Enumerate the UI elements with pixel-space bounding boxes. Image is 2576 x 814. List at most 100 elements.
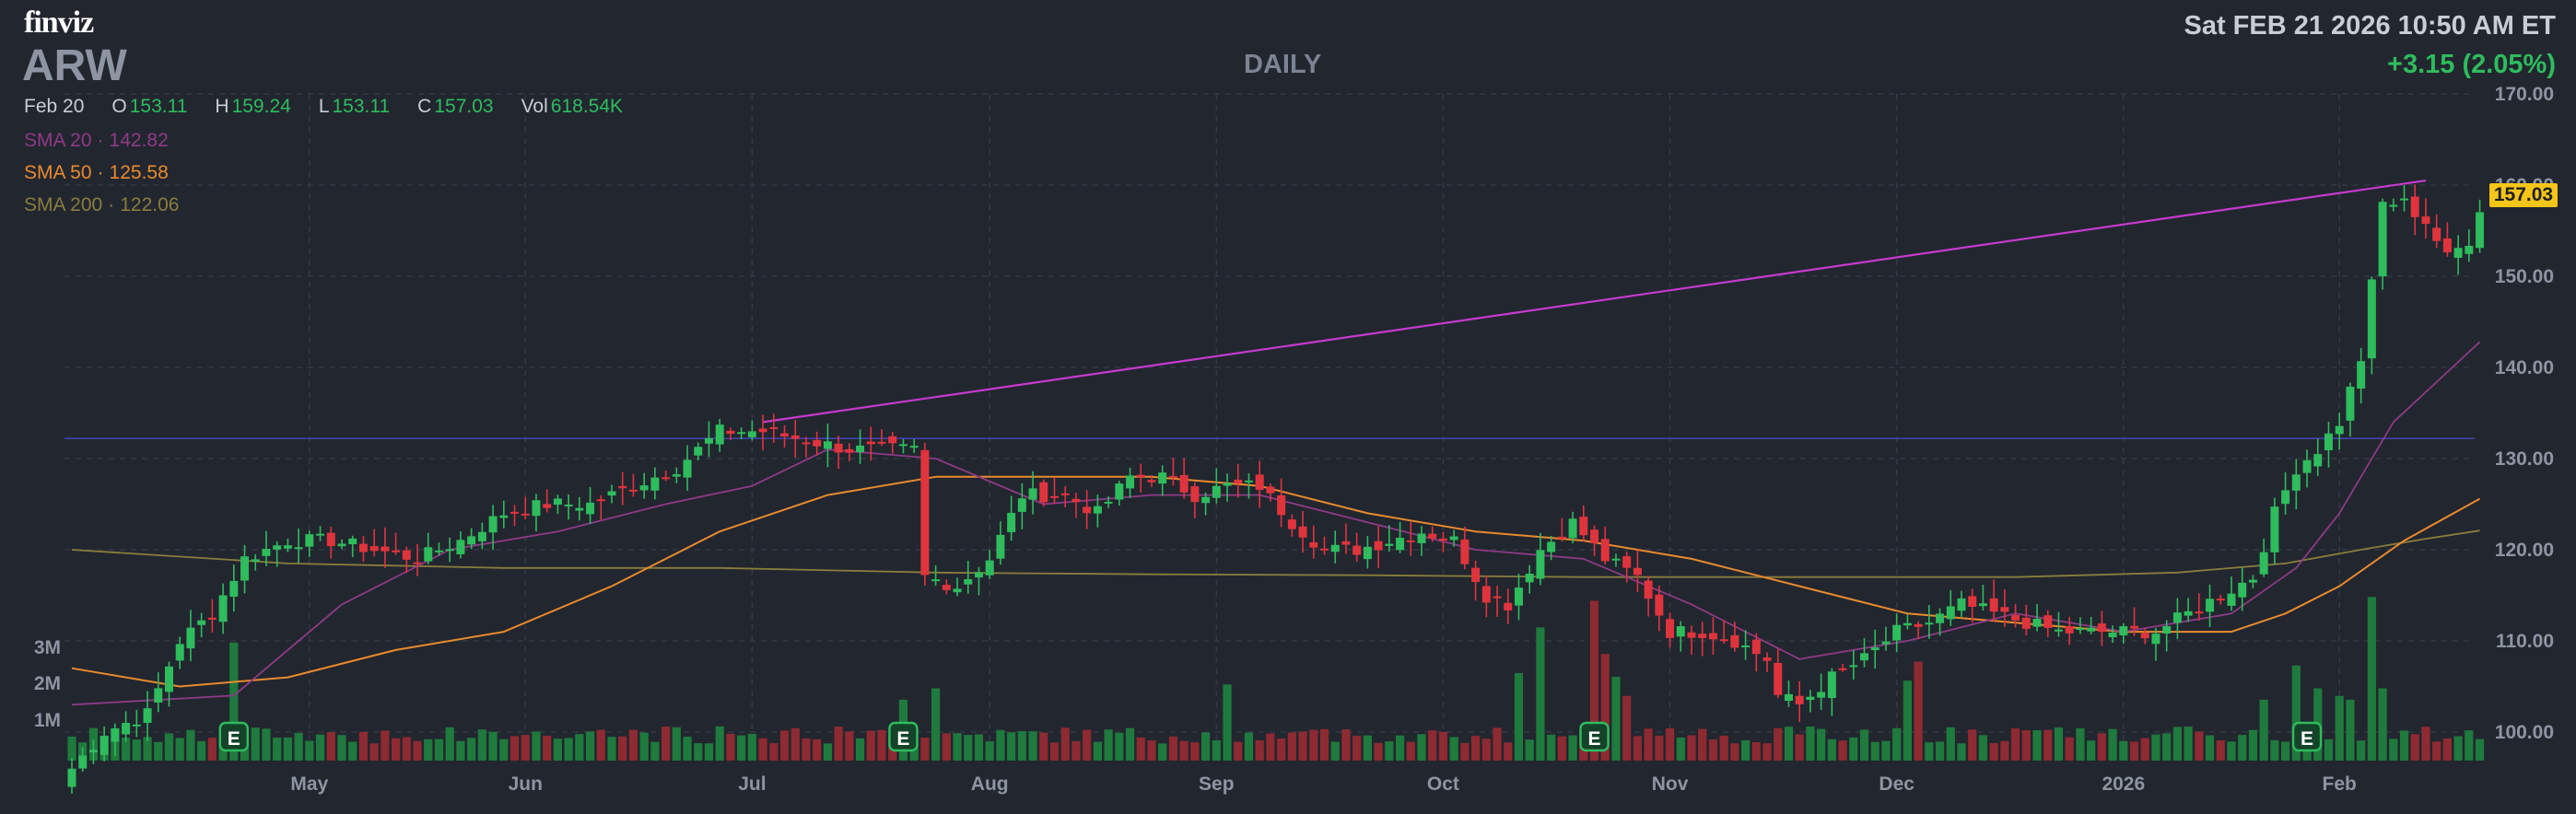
candle-body <box>1481 586 1491 603</box>
volume-bar <box>1060 727 1070 761</box>
volume-bar <box>2453 736 2463 761</box>
candle-body <box>985 560 994 576</box>
candle-body <box>1611 558 1621 561</box>
candle-body <box>1504 602 1513 610</box>
volume-bar <box>2227 741 2236 761</box>
sma50-line <box>71 475 2481 688</box>
volume-bar <box>2399 730 2409 761</box>
candle-body <box>2291 474 2301 491</box>
x-tick-label: May <box>290 773 328 795</box>
finviz-logo[interactable]: finviz <box>24 6 94 40</box>
candle-body <box>909 446 919 448</box>
volume-bar <box>1504 742 1513 761</box>
volume-bar <box>769 743 779 761</box>
candle-body <box>2248 579 2257 583</box>
candle-body <box>67 768 76 787</box>
candle-body <box>1136 474 1145 478</box>
volume-bar <box>1892 727 1902 761</box>
volume-bar <box>509 736 520 761</box>
last-price-tag: 157.03 <box>2489 183 2558 207</box>
candle-body <box>434 550 443 552</box>
volume-bar <box>1849 737 1858 761</box>
candle-body <box>1093 506 1102 514</box>
volume-bar <box>1719 735 1728 761</box>
volume-bar <box>1363 735 1372 761</box>
volume-bar <box>790 727 800 761</box>
sma50-legend[interactable]: SMA 50 · 125.58 <box>24 162 169 183</box>
volume-bar <box>445 727 454 761</box>
candle-body <box>2021 617 2031 629</box>
x-tick-label: Nov <box>1652 773 1689 795</box>
candle-body <box>1277 494 1286 516</box>
candle-body <box>78 755 88 769</box>
volume-bar <box>143 737 152 761</box>
volume-bar <box>1417 734 1426 761</box>
candle-body <box>2432 227 2441 241</box>
candle-body <box>467 536 476 545</box>
candle-body <box>1849 665 1858 668</box>
candle-body <box>953 588 962 593</box>
sma20-legend[interactable]: SMA 20 · 142.82 <box>24 130 169 151</box>
candle-body <box>564 504 573 506</box>
candle-body <box>2065 626 2074 634</box>
trendline <box>762 179 2427 424</box>
sma200-legend[interactable]: SMA 200 · 122.06 <box>24 194 180 215</box>
price-change: +3.15 (2.05%) <box>2387 50 2556 79</box>
candle-body <box>424 547 433 562</box>
candle-body <box>316 533 325 536</box>
volume-bar <box>521 735 530 761</box>
candle-body <box>521 513 530 516</box>
candle-body <box>283 545 292 549</box>
candle-body <box>2476 212 2485 249</box>
volume-bar <box>1589 600 1599 761</box>
candle-body <box>2465 245 2474 254</box>
candle-body <box>2367 279 2376 359</box>
volume-bar <box>2172 727 2182 761</box>
candle-body <box>510 511 520 514</box>
candle-body <box>2206 599 2215 612</box>
volume-bar <box>1838 740 1847 761</box>
candle-body <box>2184 610 2193 616</box>
volume-bar <box>283 737 292 761</box>
candle-body <box>2043 615 2053 628</box>
volume-bar <box>186 729 195 761</box>
volume-bar <box>855 738 865 761</box>
volume-bar <box>1514 672 1524 761</box>
volume-bar <box>920 738 930 761</box>
volume-bar <box>2097 733 2106 761</box>
earnings-marker: E <box>218 721 250 752</box>
volume-bar <box>758 738 767 761</box>
volume-bar <box>2335 695 2344 761</box>
candle-body <box>1190 486 1200 503</box>
candle-body <box>1827 671 1836 699</box>
y-tick-label: 130.00 <box>2495 448 2554 470</box>
volume-bar <box>1049 742 1060 761</box>
volume-bar <box>1158 743 1167 761</box>
candle-body <box>1438 538 1447 541</box>
candle-body <box>715 424 724 445</box>
x-tick-label: Aug <box>971 773 1009 795</box>
candle-body <box>88 750 98 753</box>
candle-body <box>1698 634 1707 638</box>
volume-bars <box>67 597 2485 761</box>
candle-body <box>1212 485 1221 498</box>
candle-body <box>2097 623 2106 633</box>
candle-body <box>2453 248 2463 258</box>
candle-body <box>1968 596 1977 607</box>
candle-body <box>1126 475 1135 489</box>
candle-body <box>2442 238 2452 252</box>
volume-bar <box>1655 735 1664 761</box>
candle-body <box>845 448 854 453</box>
candle-body <box>2421 216 2430 225</box>
volume-bar <box>1525 739 1534 761</box>
volume-bar <box>2184 727 2193 761</box>
volume-bar <box>2021 730 2031 761</box>
candle-body <box>1255 474 1264 490</box>
volume-bar <box>358 731 369 761</box>
volume-bar <box>2389 738 2398 761</box>
volume-bar <box>2346 699 2355 761</box>
candle-body <box>1817 692 1826 698</box>
volume-bar <box>2357 740 2366 761</box>
volume-bar <box>1309 729 1318 761</box>
